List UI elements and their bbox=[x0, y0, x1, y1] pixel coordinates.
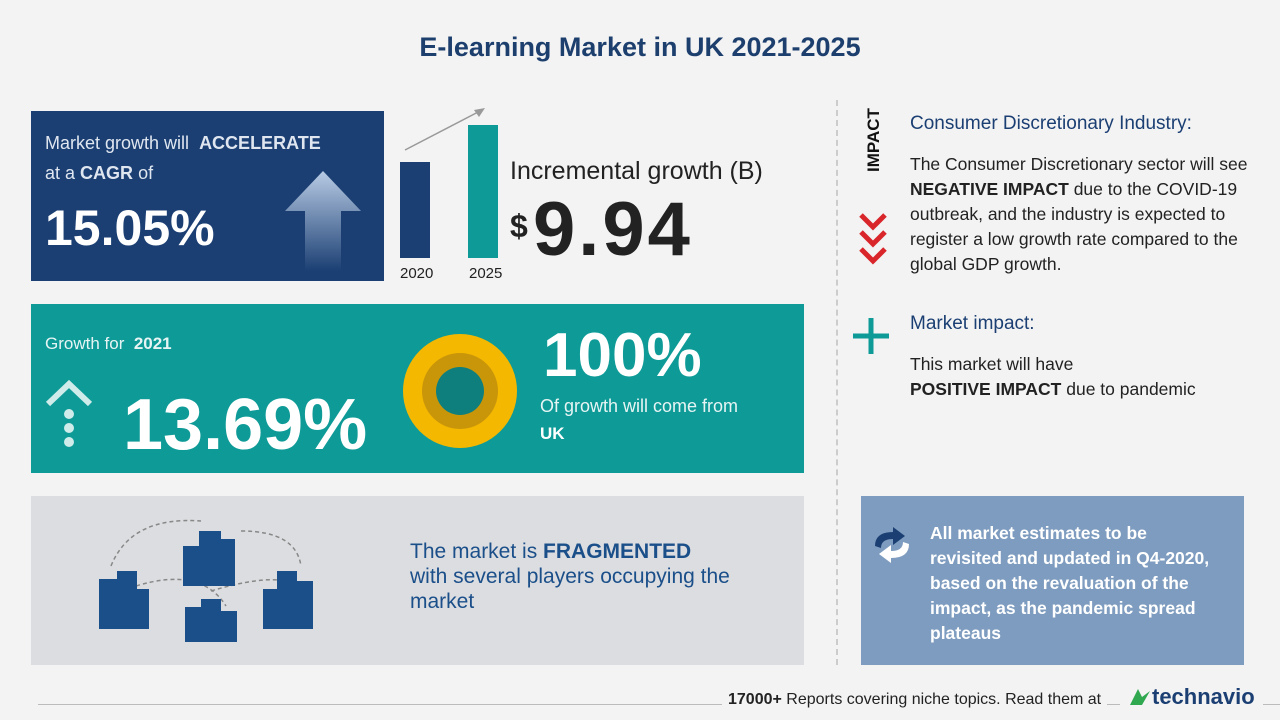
text: due to pandemic bbox=[1066, 379, 1196, 399]
text: at a bbox=[45, 163, 76, 183]
share-text: Of growth will come from bbox=[540, 396, 739, 416]
text: Reports covering niche topics. Read them… bbox=[786, 691, 1102, 708]
text-bold: NEGATIVE IMPACT bbox=[910, 179, 1069, 199]
up-arrow-icon bbox=[285, 171, 361, 271]
growth-panel: Growth for 2021 13.69% 100% Of growth wi… bbox=[31, 304, 804, 473]
text: The market is bbox=[410, 540, 538, 563]
market-impact-text: This market will have POSITIVE IMPACT due… bbox=[910, 352, 1250, 402]
text: Growth for bbox=[45, 334, 125, 353]
text-bold: 17000+ bbox=[728, 691, 782, 708]
text-bold: FRAGMENTED bbox=[543, 540, 692, 563]
text: with several players occupying the marke… bbox=[410, 565, 730, 613]
year-label: 2025 bbox=[469, 265, 503, 282]
fragmented-panel: The market is FRAGMENTED with several pla… bbox=[31, 496, 804, 665]
divider bbox=[836, 100, 838, 665]
text-bold: ACCELERATE bbox=[199, 133, 321, 153]
text: The Consumer Discretionary sector will s… bbox=[910, 154, 1248, 174]
market-impact-heading: Market impact: bbox=[910, 313, 1035, 334]
text: This market will have bbox=[910, 354, 1074, 374]
text-bold: POSITIVE IMPACT bbox=[910, 379, 1062, 399]
text: Market growth will bbox=[45, 133, 190, 153]
incremental-value: 9.94 bbox=[533, 187, 693, 272]
cagr-line2: at a CAGR of bbox=[45, 163, 153, 184]
donut-icon bbox=[403, 334, 517, 448]
down-chevrons bbox=[859, 213, 887, 265]
cagr-value: 15.05% bbox=[45, 200, 215, 256]
brand-name: technavio bbox=[1152, 684, 1255, 709]
footer-line bbox=[38, 704, 1280, 705]
incremental-heading: Incremental growth (B) bbox=[510, 157, 763, 185]
brand-logo bbox=[1130, 689, 1150, 705]
buildings-icon bbox=[99, 519, 313, 642]
growth-label: Growth for 2021 bbox=[45, 334, 172, 354]
fragmented-text: The market is FRAGMENTED with several pla… bbox=[410, 539, 780, 614]
title: E-learning Market in UK 2021-2025 bbox=[419, 32, 861, 62]
growth-value: 13.69% bbox=[123, 385, 368, 465]
impact-heading: Consumer Discretionary Industry: bbox=[910, 113, 1192, 134]
brand[interactable]: technavio bbox=[1120, 684, 1263, 710]
text: of bbox=[138, 163, 154, 183]
cagr-line1: Market growth will ACCELERATE bbox=[45, 133, 321, 154]
footer-text: 17000+ Reports covering niche topics. Re… bbox=[722, 691, 1108, 709]
year-label: 2020 bbox=[400, 265, 434, 282]
cagr-panel: Market growth will ACCELERATE at a CAGR … bbox=[31, 111, 384, 281]
region: UK bbox=[540, 424, 565, 443]
impact-text: The Consumer Discretionary sector will s… bbox=[910, 152, 1275, 277]
text-bold: CAGR bbox=[80, 163, 134, 183]
plus-icon bbox=[853, 318, 889, 354]
note-panel: All market estimates to be revisited and… bbox=[861, 496, 1244, 665]
incremental-icon bbox=[400, 108, 498, 258]
impact-tag: IMPACT bbox=[864, 108, 883, 172]
note-text: All market estimates to be revisited and… bbox=[930, 523, 1210, 643]
growth-icon bbox=[45, 379, 93, 447]
refresh-icon bbox=[875, 527, 909, 563]
share-value: 100% bbox=[543, 321, 702, 390]
text: due to the COVID-19 outbreak, and the in… bbox=[910, 179, 1238, 274]
currency: $ bbox=[510, 208, 528, 244]
text-bold: 2021 bbox=[133, 334, 172, 353]
